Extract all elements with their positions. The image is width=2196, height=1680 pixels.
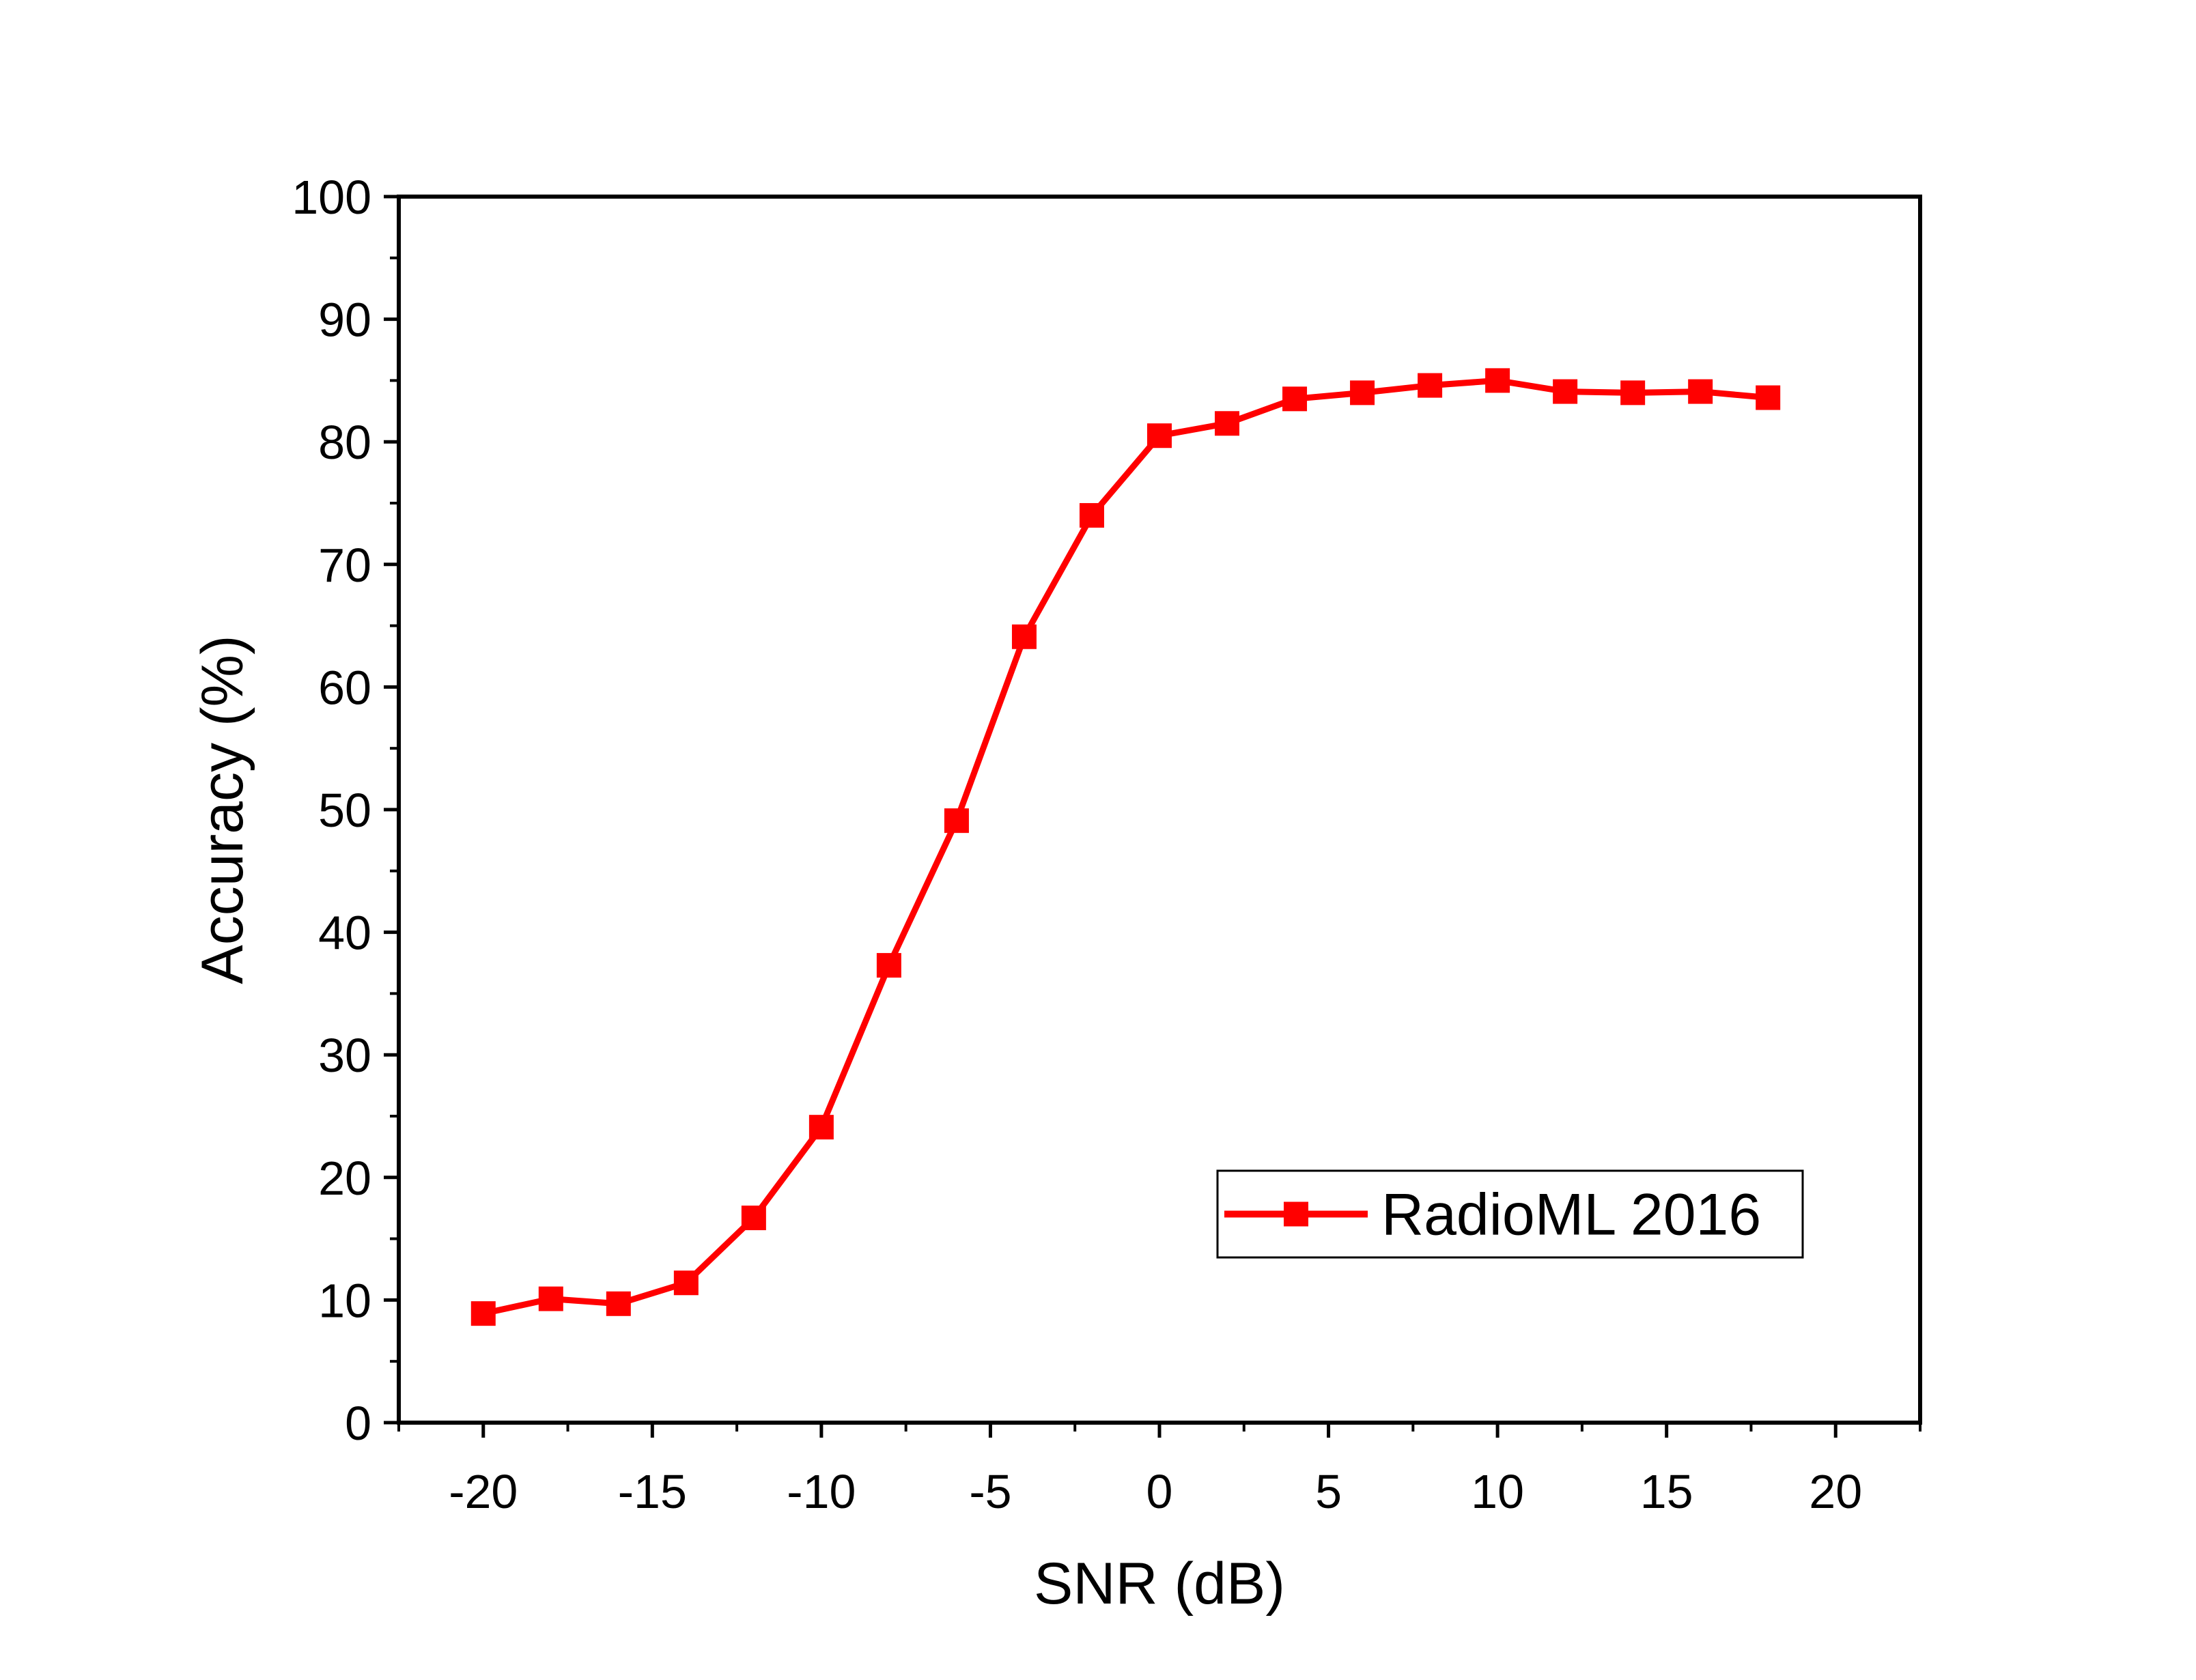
data-point [1756, 385, 1781, 410]
y-axis-tick-labels: 0 10 20 30 40 50 60 70 80 90 100 [292, 171, 371, 1450]
legend: RadioML 2016 [1216, 1169, 1804, 1259]
x-axis-ticks [397, 1423, 1922, 1438]
y-axis-ticks [384, 195, 399, 1425]
y-tick-label: 60 [318, 661, 371, 714]
y-tick-label: 0 [345, 1397, 371, 1450]
data-point [1418, 373, 1443, 398]
data-point [1147, 423, 1172, 449]
y-tick-label: 80 [318, 416, 371, 469]
data-point [1688, 379, 1713, 404]
data-point [673, 1270, 699, 1296]
data-point [944, 808, 969, 834]
x-tick-label: -15 [618, 1465, 687, 1518]
x-tick-label: 20 [1809, 1465, 1862, 1518]
x-tick-label: -20 [449, 1465, 518, 1518]
y-tick-label: 100 [292, 171, 371, 224]
y-tick-label: 70 [318, 539, 371, 592]
x-axis-title: SNR (dB) [1034, 1551, 1285, 1617]
y-tick-label: 50 [318, 784, 371, 837]
data-point [1079, 502, 1104, 528]
data-point [1215, 411, 1240, 436]
data-point [1485, 368, 1510, 393]
x-tick-label: -5 [969, 1465, 1011, 1518]
y-tick-label: 40 [318, 907, 371, 960]
data-point [470, 1301, 496, 1326]
x-tick-label: 0 [1146, 1465, 1173, 1518]
data-point [1553, 379, 1578, 404]
y-tick-label: 90 [318, 294, 371, 347]
x-axis-tick-labels: -20 -15 -10 -5 0 5 10 15 20 [449, 1465, 1862, 1518]
x-tick-label: 10 [1471, 1465, 1524, 1518]
y-axis-title: Accuracy (%) [190, 635, 255, 984]
data-point [876, 953, 901, 978]
y-tick-label: 30 [318, 1029, 371, 1082]
data-point [741, 1206, 766, 1231]
data-point [538, 1286, 563, 1311]
data-point [1350, 380, 1375, 405]
x-tick-label: 15 [1640, 1465, 1693, 1518]
y-tick-label: 20 [318, 1152, 371, 1205]
series-layer [470, 368, 1781, 1326]
legend-box [1216, 1169, 1804, 1259]
data-point [1620, 380, 1646, 405]
data-point [1282, 386, 1308, 412]
data-point [606, 1291, 631, 1316]
x-tick-label: -10 [787, 1465, 856, 1518]
y-tick-label: 10 [318, 1274, 371, 1327]
x-tick-label: 5 [1315, 1465, 1342, 1518]
data-point [808, 1115, 834, 1140]
data-point [1011, 624, 1037, 649]
legend-marker-swatch [1284, 1201, 1308, 1227]
legend-label: RadioML 2016 [1381, 1182, 1761, 1248]
